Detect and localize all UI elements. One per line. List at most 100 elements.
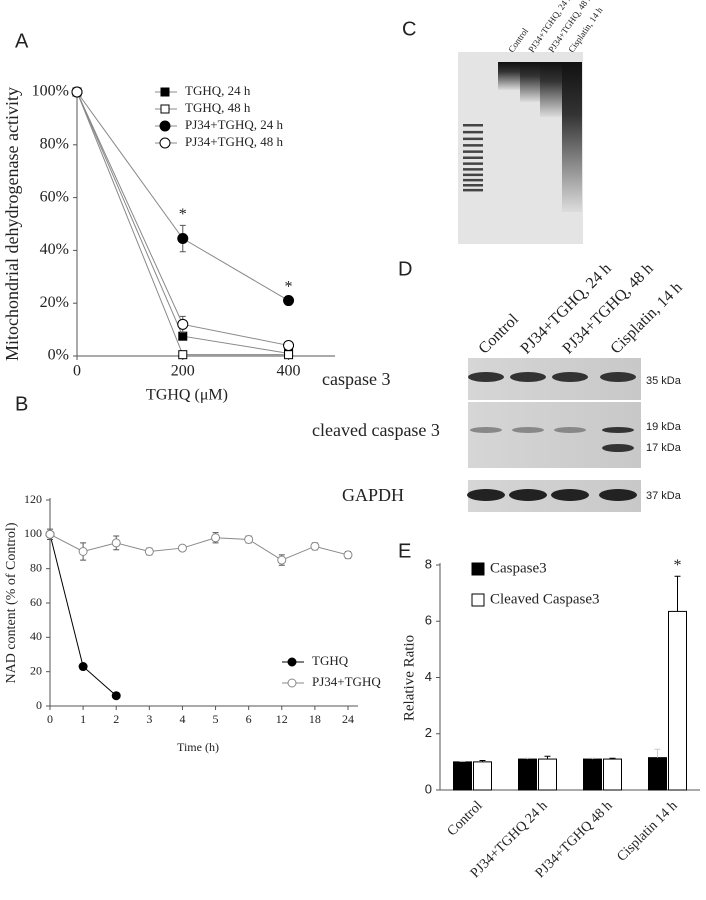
marker — [160, 104, 170, 114]
marker — [159, 137, 171, 149]
x-tick-label: 18 — [309, 712, 321, 726]
size-label: 35 kDa — [646, 375, 682, 387]
ladder-band — [463, 173, 483, 177]
marker — [343, 550, 353, 560]
x-tick-label: Cisplatin 14 h — [614, 798, 680, 864]
y-axis-label: Relative Ratio — [401, 635, 417, 721]
error-bar — [479, 759, 486, 762]
y-tick-label: 60 — [30, 595, 42, 609]
row-label: caspase 3 — [322, 369, 390, 389]
annotation: * — [674, 557, 682, 574]
marker — [244, 534, 254, 544]
blot-bands — [467, 372, 637, 501]
x-tick-label: 400 — [277, 363, 301, 380]
size-label: 17 kDa — [646, 442, 682, 454]
marker — [287, 657, 297, 667]
legend-swatch — [471, 593, 485, 607]
x-tick-label: 0 — [47, 712, 53, 726]
marker — [178, 350, 188, 360]
blot-band — [510, 372, 546, 382]
ladder-band — [463, 156, 483, 159]
x-tick-label: 3 — [146, 712, 152, 726]
legend-label: TGHQ, 48 h — [185, 100, 251, 115]
x-tick-label: 1 — [80, 712, 86, 726]
marker — [211, 533, 221, 543]
blot-band — [599, 489, 637, 501]
y-tick-label: 2 — [425, 725, 432, 740]
error-bar — [674, 575, 681, 612]
legend-label: PJ34+TGHQ — [312, 674, 381, 689]
marker — [45, 529, 55, 539]
marker — [177, 543, 187, 553]
gel-lane — [540, 62, 562, 117]
blot-band — [554, 427, 586, 433]
gel-lane — [520, 62, 540, 102]
bar — [648, 757, 667, 791]
marker — [178, 331, 188, 341]
legend-label: TGHQ, 24 h — [185, 83, 251, 98]
ladder-band — [463, 188, 483, 192]
legend-label: PJ34+TGHQ, 48 h — [185, 134, 283, 149]
x-axis-label: TGHQ (μM) — [146, 387, 228, 404]
marker — [71, 86, 83, 98]
panel-label: B — [15, 393, 28, 415]
y-tick-label: 4 — [425, 669, 432, 684]
error-bar — [524, 757, 531, 760]
error-bar — [459, 760, 466, 762]
y-tick-label: 80% — [40, 135, 69, 152]
gel-panel: C — [402, 18, 583, 244]
panel-label: D — [398, 258, 412, 280]
y-tick-label: 0 — [36, 698, 42, 712]
annotation: * — [179, 206, 187, 223]
y-tick-label: 80 — [30, 560, 42, 574]
marker — [111, 538, 121, 548]
size-label: 37 kDa — [646, 490, 682, 502]
ladder-band — [463, 130, 483, 134]
marker — [111, 691, 121, 701]
y-tick-label: 100% — [32, 83, 69, 100]
marker — [177, 318, 189, 330]
bar — [583, 758, 602, 791]
blot-band — [470, 427, 502, 433]
blot-band — [512, 427, 544, 433]
blot-strip — [468, 402, 641, 468]
y-tick-label: 0% — [48, 347, 69, 364]
ladder-band — [463, 168, 483, 171]
row-label: GAPDH — [342, 485, 404, 505]
ladder-band — [463, 150, 483, 153]
blot-band — [602, 444, 634, 452]
gel-lane — [498, 62, 520, 90]
y-tick-label: 40 — [30, 629, 42, 643]
blot-band — [602, 427, 634, 433]
error-bar — [654, 748, 661, 758]
marker — [144, 547, 154, 556]
ladder-band — [463, 137, 483, 141]
blot-band — [600, 372, 636, 382]
y-axis-label: Mitochondrial dehydrogenase activity — [2, 87, 22, 361]
marker — [284, 350, 294, 360]
bar — [668, 610, 687, 791]
marker — [177, 233, 189, 245]
ladder-band — [463, 178, 483, 182]
y-tick-label: 6 — [425, 613, 432, 628]
x-axis-label: Time (h) — [177, 740, 219, 754]
bar — [603, 758, 622, 791]
blot-band — [552, 372, 588, 382]
marker — [159, 120, 171, 132]
panel-label: C — [402, 18, 416, 40]
blot-panel: D — [398, 258, 641, 512]
marker — [283, 339, 295, 351]
ladder-band — [463, 144, 483, 147]
ladder-band — [463, 162, 483, 165]
bar — [453, 761, 472, 791]
y-tick-label: 20% — [40, 294, 69, 311]
size-label: 19 kDa — [646, 421, 682, 433]
x-tick-label: 200 — [171, 363, 195, 380]
marker — [160, 87, 170, 97]
annotation: * — [285, 279, 293, 296]
error-bar — [544, 755, 551, 760]
error-bar — [589, 757, 596, 760]
x-tick-label: 5 — [213, 712, 219, 726]
y-tick-label: 0 — [425, 781, 432, 796]
